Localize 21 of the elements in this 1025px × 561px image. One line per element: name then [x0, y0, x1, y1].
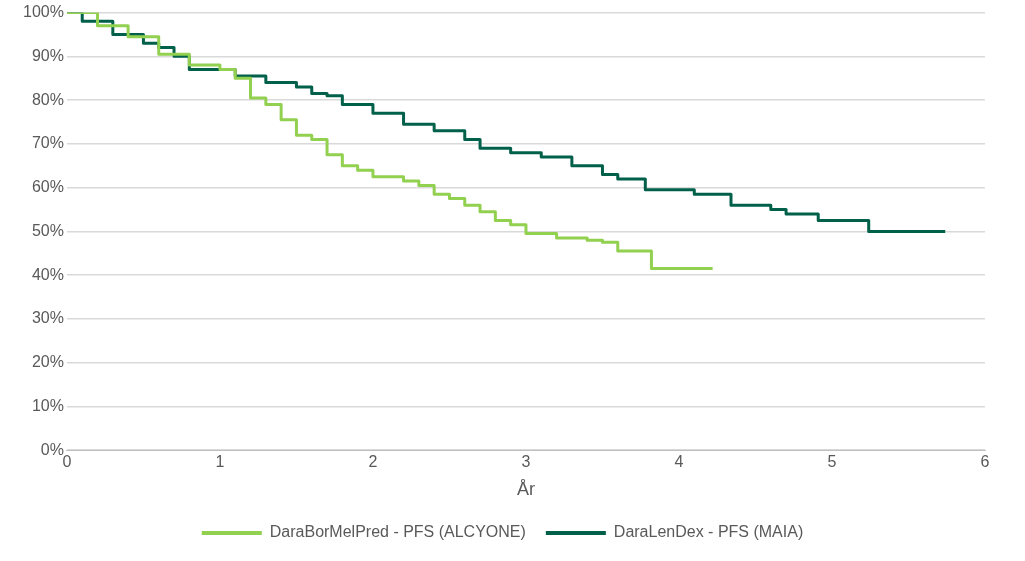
y-tick-label: 80% — [31, 90, 64, 108]
y-tick-label: 90% — [31, 46, 64, 64]
x-tick-label: 2 — [368, 453, 378, 471]
x-tick-label: 6 — [980, 453, 990, 471]
x-axis-title: År — [516, 479, 535, 500]
x-tick-label: 0 — [62, 453, 72, 471]
y-tick-label: 10% — [31, 396, 64, 414]
x-tick-label: 3 — [521, 453, 531, 471]
x-tick-label: 4 — [674, 453, 684, 471]
y-tick-label: 70% — [31, 134, 64, 152]
y-tick-label: 50% — [31, 221, 64, 239]
y-tick-label: 30% — [31, 309, 64, 327]
legend-label: DaraBorMelPred - PFS (ALCYONE) — [269, 523, 526, 541]
y-tick-label: 40% — [31, 265, 64, 283]
legend-label: DaraLenDex - PFS (MAIA) — [613, 523, 804, 541]
y-tick-label: 20% — [31, 353, 64, 371]
y-tick-label: 0% — [40, 440, 64, 458]
x-tick-label: 1 — [215, 453, 225, 471]
y-tick-label: 60% — [31, 178, 64, 196]
x-tick-label: 5 — [827, 453, 837, 471]
y-tick-label: 100% — [23, 3, 64, 21]
